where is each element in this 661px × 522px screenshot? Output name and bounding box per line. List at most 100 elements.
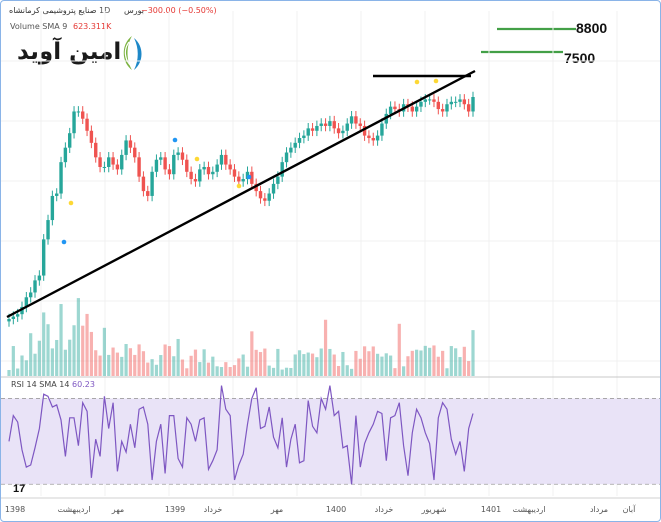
level-label-7500: 7500 [564,50,596,66]
x-tick-label: آبان [623,504,637,514]
candle [328,115,332,132]
candle [471,91,475,117]
candle-body [215,164,219,172]
candle [289,142,293,158]
volume-bar [115,352,120,376]
volume-bar [189,355,193,376]
volume-bar [7,370,11,376]
candle [172,149,176,180]
volume-bar [458,357,462,376]
volume-bar [159,355,163,376]
volume-bar [146,362,150,376]
volume-bar [402,366,406,376]
volume-bar [441,350,445,376]
candle [254,178,258,197]
volume-bar [137,344,141,376]
candle-body [310,128,315,131]
candle [133,142,137,163]
volume-bar [120,356,124,376]
candle-body [284,152,289,163]
candle [46,214,50,245]
candle-body [380,123,384,136]
volume-bar [289,367,293,376]
candle-body [345,123,349,131]
volume-bar [198,362,202,376]
candle [63,142,68,168]
volume-bar [211,356,215,376]
volume-bar [163,344,167,376]
volume-bar [371,346,375,376]
candle-body [141,176,146,192]
candle [258,185,263,204]
candle-body [128,140,133,148]
volume-sma-value: 623.311K [73,22,112,31]
candle [41,234,46,281]
candle-body [167,169,172,175]
candle [50,190,55,226]
volume-bar [85,313,89,376]
volume-bar [50,348,54,376]
volume-bar [219,367,224,376]
candle-body [176,152,180,155]
volume-bar [445,368,449,376]
candle [167,164,172,180]
candle-body [20,306,24,315]
volume-bar [154,364,159,376]
x-tick-label: 1399 [165,505,185,514]
volume-bar [423,345,427,376]
volume-bar [467,361,471,376]
volume-bar [393,368,397,376]
candle [293,137,297,153]
volume-bar [367,351,371,376]
volume-bar [250,331,254,376]
volume-bar [33,353,37,376]
volume-bar [124,344,128,376]
candle [85,113,89,137]
candle-body [46,220,50,240]
x-tick-label: اردیبهشت [58,505,91,514]
candle [107,152,111,173]
signal-dot [433,78,439,84]
candle [193,173,198,187]
candle [211,166,215,180]
candle [232,164,237,182]
candle [332,115,336,134]
candle-body [224,154,228,165]
candle [215,159,219,178]
candle-body [254,183,258,192]
candle-body [375,135,380,141]
candle [176,147,180,161]
x-tick-label: مرداد [590,505,608,514]
candle-body [85,118,89,131]
candle [462,94,467,110]
candle-body [81,111,85,119]
candle [206,161,211,180]
candle-body [453,101,458,103]
volume-bar [94,350,98,376]
candle-body [146,191,150,196]
x-tick-label: 1400 [326,505,346,514]
candle-body [72,111,76,134]
candle [28,287,33,303]
candle-body [50,195,55,221]
candle [72,106,76,139]
volume-bar [68,339,72,376]
volume-bar [319,348,323,376]
candle-body [111,157,115,165]
candle [315,120,319,137]
candle [267,188,271,207]
candle [202,161,206,175]
candle-body [280,162,284,177]
volume-bar [107,354,111,376]
candle [310,123,315,137]
candle-body [341,130,345,134]
candle [336,123,341,139]
candle-body [241,179,245,182]
candle [94,137,98,163]
candle-body [150,171,154,196]
volume-bar [180,359,185,376]
candle-body [115,164,120,170]
candle-body [315,125,319,131]
candle-body [349,116,354,124]
candle-body [59,162,63,194]
